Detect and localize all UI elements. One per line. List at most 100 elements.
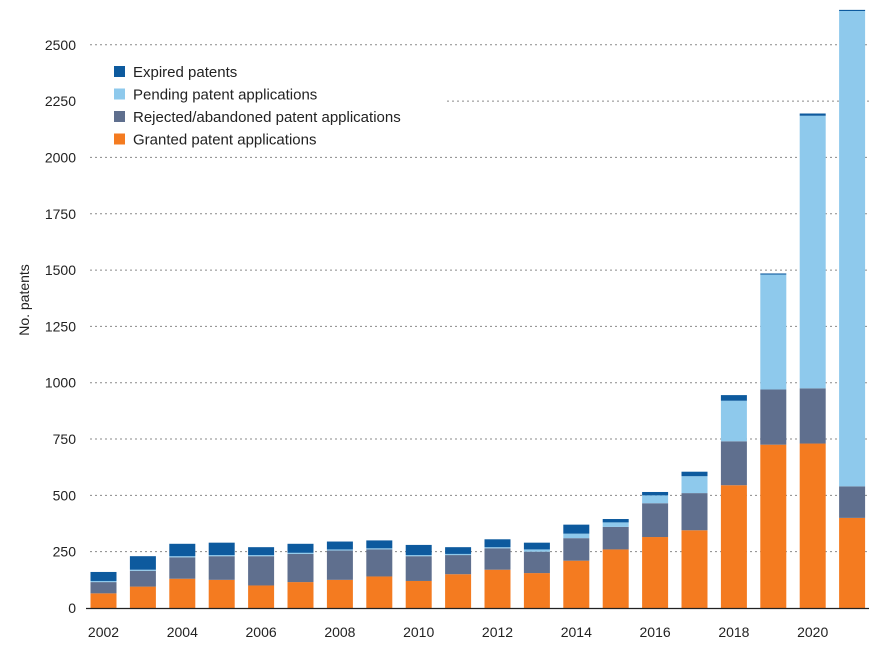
gridlines xyxy=(90,44,869,553)
bar-2010-granted-patent-applications xyxy=(405,580,432,608)
bar-stack-2007 xyxy=(287,543,314,608)
bar-2016-rejected-abandoned-patent-applications xyxy=(642,503,669,538)
bar-2017-expired-patents xyxy=(681,471,708,477)
bar-2013-expired-patents xyxy=(523,542,550,550)
bar-2017-granted-patent-applications xyxy=(681,530,708,608)
legend-label-expired-patents: Expired patents xyxy=(133,64,237,81)
bar-2010-rejected-abandoned-patent-applications xyxy=(405,556,432,581)
bar-2018-rejected-abandoned-patent-applications xyxy=(720,441,747,486)
bar-2007-expired-patents xyxy=(287,543,314,553)
bar-2013-pending-patent-applications xyxy=(523,549,550,552)
y-tick-label-250: 250 xyxy=(53,544,77,560)
bar-2005-rejected-abandoned-patent-applications xyxy=(208,556,235,580)
bar-stack-2015 xyxy=(602,519,629,608)
bar-2014-expired-patents xyxy=(563,524,590,534)
bar-2014-pending-patent-applications xyxy=(563,533,590,539)
bar-2003-expired-patents xyxy=(129,556,156,570)
bar-2009-expired-patents xyxy=(366,540,393,549)
y-tick-label-1750: 1750 xyxy=(45,206,76,222)
bar-2005-pending-patent-applications xyxy=(208,555,235,557)
bar-2012-pending-patent-applications xyxy=(484,547,511,549)
x-tick-label-2004: 2004 xyxy=(167,624,198,640)
bar-2009-rejected-abandoned-patent-applications xyxy=(366,549,393,577)
bar-stack-2016 xyxy=(642,491,669,608)
bar-2015-pending-patent-applications xyxy=(602,522,629,527)
bar-stack-2006 xyxy=(248,547,275,608)
y-tick-label-2000: 2000 xyxy=(45,149,76,165)
bar-stack-2008 xyxy=(326,541,353,608)
legend-label-pending-patent-applications: Pending patent applications xyxy=(133,87,317,104)
bar-2019-rejected-abandoned-patent-applications xyxy=(760,389,787,445)
bar-2015-rejected-abandoned-patent-applications xyxy=(602,526,629,550)
bar-2012-granted-patent-applications xyxy=(484,569,511,608)
bar-stack-2002 xyxy=(90,571,117,608)
bar-stack-2017 xyxy=(681,471,708,608)
x-tick-label-2008: 2008 xyxy=(324,624,355,640)
y-axis-label: No. patents xyxy=(16,264,32,336)
bar-2012-expired-patents xyxy=(484,539,511,548)
bar-2021-expired-patents xyxy=(839,9,866,11)
bar-2004-pending-patent-applications xyxy=(169,556,196,558)
bar-2006-pending-patent-applications xyxy=(248,555,275,557)
bar-stack-2011 xyxy=(445,547,472,608)
bar-2020-rejected-abandoned-patent-applications xyxy=(799,388,826,444)
bar-2003-pending-patent-applications xyxy=(129,569,156,571)
bar-2006-granted-patent-applications xyxy=(248,585,275,608)
bar-stack-2009 xyxy=(366,540,393,608)
y-axis: 0 250 500 750 1000 1250 1500 1750 2000 2250 2500 xyxy=(45,37,76,616)
bar-2002-granted-patent-applications xyxy=(90,593,117,608)
bar-2008-granted-patent-applications xyxy=(326,579,353,608)
bar-2016-expired-patents xyxy=(642,491,669,496)
bar-stack-2012 xyxy=(484,539,511,608)
bar-2003-granted-patent-applications xyxy=(129,586,156,608)
bar-2014-granted-patent-applications xyxy=(563,560,590,608)
bar-2011-granted-patent-applications xyxy=(445,574,472,608)
bar-stack-2003 xyxy=(129,556,156,608)
legend-swatch-expired-patents xyxy=(114,66,125,77)
legend: Expired patents Pending patent applicatio… xyxy=(114,64,401,149)
bar-2017-pending-patent-applications xyxy=(681,476,708,494)
y-tick-label-1000: 1000 xyxy=(45,375,76,391)
bar-2019-granted-patent-applications xyxy=(760,444,787,608)
bar-stack-2014 xyxy=(563,524,590,608)
bar-2009-pending-patent-applications xyxy=(366,548,393,550)
bar-2019-pending-patent-applications xyxy=(760,274,787,390)
bar-2017-rejected-abandoned-patent-applications xyxy=(681,493,708,531)
y-tick-label-1250: 1250 xyxy=(45,318,76,334)
bar-2020-expired-patents xyxy=(799,113,826,116)
bar-2008-pending-patent-applications xyxy=(326,549,353,551)
bar-2002-pending-patent-applications xyxy=(90,580,117,583)
bar-2002-expired-patents xyxy=(90,571,117,581)
bar-2014-rejected-abandoned-patent-applications xyxy=(563,538,590,561)
bar-2018-expired-patents xyxy=(720,395,747,401)
bar-2018-granted-patent-applications xyxy=(720,485,747,608)
x-tick-label-2006: 2006 xyxy=(246,624,277,640)
y-tick-label-0: 0 xyxy=(68,600,76,616)
bar-2015-expired-patents xyxy=(602,519,629,523)
bar-2021-granted-patent-applications xyxy=(839,517,866,608)
bar-2012-rejected-abandoned-patent-applications xyxy=(484,548,511,570)
legend-label-rejected-abandoned-patent-applications: Rejected/abandoned patent applications xyxy=(133,109,401,126)
x-tick-label-2016: 2016 xyxy=(640,624,671,640)
x-tick-label-2018: 2018 xyxy=(718,624,749,640)
bar-2021-rejected-abandoned-patent-applications xyxy=(839,486,866,518)
bar-stack-2021 xyxy=(839,9,866,608)
legend-swatch-rejected-abandoned-patent-applications xyxy=(114,111,125,122)
bar-2006-expired-patents xyxy=(248,547,275,556)
bar-stack-2013 xyxy=(523,542,550,608)
y-tick-label-2250: 2250 xyxy=(45,93,76,109)
bar-2018-pending-patent-applications xyxy=(720,400,747,442)
bar-2011-pending-patent-applications xyxy=(445,553,472,556)
bar-2010-expired-patents xyxy=(405,544,432,556)
bar-2021-pending-patent-applications xyxy=(839,11,866,487)
bars xyxy=(90,9,866,608)
bar-2002-rejected-abandoned-patent-applications xyxy=(90,582,117,594)
bar-2007-pending-patent-applications xyxy=(287,552,314,554)
bar-stack-2010 xyxy=(405,544,432,608)
bar-2020-granted-patent-applications xyxy=(799,443,826,608)
bar-2005-expired-patents xyxy=(208,542,235,556)
bar-stack-2004 xyxy=(169,543,196,608)
y-tick-label-750: 750 xyxy=(53,431,77,447)
bar-2020-pending-patent-applications xyxy=(799,115,826,389)
